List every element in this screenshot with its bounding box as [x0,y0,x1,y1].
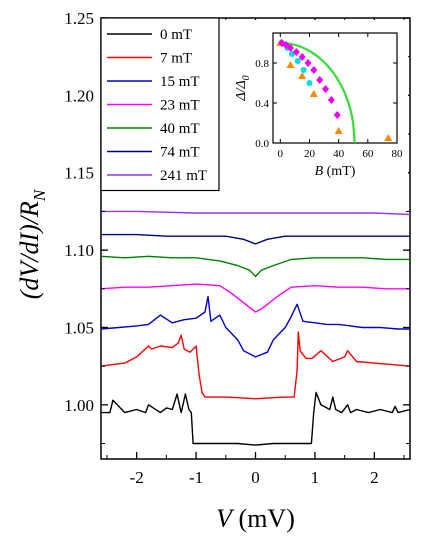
inset-y-tick-label: 0.8 [255,58,269,70]
y-axis-title: (dV/dI)/RN [15,188,49,299]
inset-y-axis-subscript: 0 [241,75,252,80]
legend-label-0: 0 mT [160,27,192,43]
series-line-0 [101,391,411,446]
y-tick-label: 1.25 [64,9,94,28]
series-line-4 [100,255,410,278]
y-tick-label: 1.00 [64,396,94,415]
inset-diamond-point [282,41,290,49]
legend-label-2: 15 mT [160,74,200,90]
series-line-2 [100,295,410,358]
legend-label-1: 7 mT [160,51,192,67]
x-tick-label: -2 [130,468,144,487]
inset-diamond-point [292,48,300,56]
inset-x-axis-unit: (mT) [323,164,356,179]
inset-frame [272,32,398,144]
x-tick-label: 2 [370,468,379,487]
inset-triangle-point [286,61,295,68]
inset-circle-point [306,80,313,86]
y-tick-label: 1.20 [64,86,94,105]
x-axis-title-unit: (mV) [232,504,295,533]
legend-label-6: 241 mT [160,168,207,184]
inset-x-tick-label: 60 [362,148,374,160]
y-tick-label: 1.15 [64,164,94,183]
inset-x-tick-label: 80 [392,148,404,160]
inset-triangle-point [309,90,318,97]
inset-triangle-point [334,127,343,134]
main-plot: -2 -1 0 1 2 1.00 1.05 1.10 1.15 1.20 1.25 V (mV) (dV… [15,9,411,533]
inset-triangle-point [384,134,393,141]
legend-label-3: 23 mT [160,98,200,114]
inset-diamond-point [322,85,330,93]
x-tick-label: -1 [189,468,203,487]
inset-y-axis-title: Δ/Δ0 [234,75,252,101]
x-axis-title-symbol: V [216,504,235,533]
inset-diamond-point [327,96,335,104]
inset-diamond-point [298,53,306,61]
inset-y-tick-label: 0.4 [255,98,269,110]
legend: 0 mT 7 mT 15 mT 23 mT 40 mT 74 mT 241 mT [100,17,220,192]
inset-x-axis-symbol: B [315,164,324,179]
series-line-1 [100,331,411,400]
inset-diamond-point [316,76,324,84]
inset-fit-curve [280,41,356,144]
series-line-6 [101,210,411,216]
x-tick-label: 0 [251,468,260,487]
inset-x-tick-label: 0 [278,148,284,160]
inset-diamond-point [310,66,318,74]
inset-circle-point [294,58,301,64]
y-axis-title-subscript: N [30,188,49,202]
inset-plot: 0 20 40 60 80 0.0 0.4 0.8 B (mT) Δ/Δ0 [224,20,408,192]
series-line-5 [101,233,410,245]
inset-x-tick-label: 20 [304,148,316,160]
series-line-3 [100,283,410,313]
legend-label-4: 40 mT [160,121,200,137]
inset-diamond-point [333,111,341,119]
inset-x-axis-title: B (mT) [315,164,356,179]
inset-x-tick-label: 40 [333,148,345,160]
inset-background [224,20,408,192]
x-tick-label: 1 [311,468,320,487]
inset-triangle-point [298,72,307,79]
legend-label-5: 74 mT [160,145,200,161]
inset-diamond-point [287,44,295,52]
inset-y-tick-label: 0.0 [255,138,269,150]
x-axis-title: V (mV) [216,504,295,533]
y-tick-label: 1.05 [64,318,94,337]
inset-circle-point [300,67,307,73]
inset-diamond-point [304,59,312,67]
y-tick-label: 1.10 [64,241,94,260]
